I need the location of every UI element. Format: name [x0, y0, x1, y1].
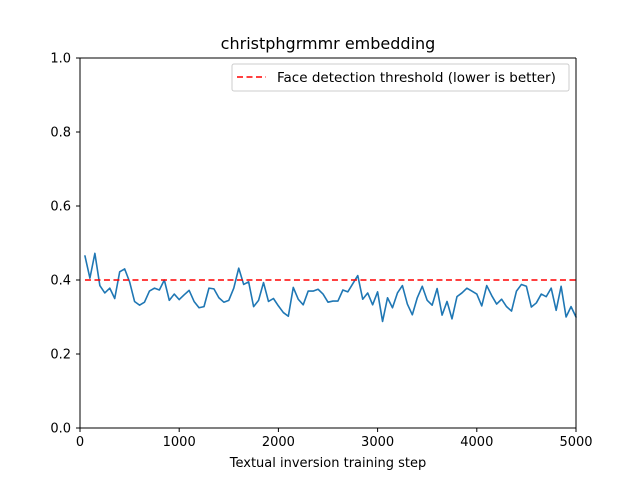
series-layer	[84, 252, 577, 323]
y-tick-label: 0.4	[50, 274, 71, 289]
y-tick-label: 0.6	[50, 200, 71, 215]
x-axis-ticks: 0 1000 2000 3000 4000 5000	[76, 428, 593, 450]
y-axis-ticks: 0.0 0.2 0.4 0.6 0.8 1.0	[50, 52, 80, 437]
x-tick-label: 5000	[559, 435, 592, 450]
y-tick-label: 0.2	[50, 348, 71, 363]
legend-box	[231, 63, 570, 92]
legend: Face detection threshold (lower is bette…	[231, 63, 570, 92]
x-tick-label: 3000	[361, 435, 394, 450]
embedding-series-line	[84, 252, 577, 323]
x-tick-label: 1000	[163, 435, 196, 450]
x-tick-label: 2000	[262, 435, 295, 450]
y-tick-label: 1.0	[50, 52, 71, 67]
x-tick-label: 0	[76, 435, 84, 450]
x-axis-label: Textual inversion training step	[229, 456, 426, 471]
chart-title: christphgrmmr embedding	[221, 34, 436, 53]
y-tick-label: 0.8	[50, 126, 71, 141]
legend-threshold-label: Face detection threshold (lower is bette…	[277, 70, 556, 86]
x-tick-label: 4000	[460, 435, 493, 450]
y-tick-label: 0.0	[50, 422, 71, 437]
plot-area	[80, 58, 576, 428]
axes-frame	[79, 57, 577, 429]
